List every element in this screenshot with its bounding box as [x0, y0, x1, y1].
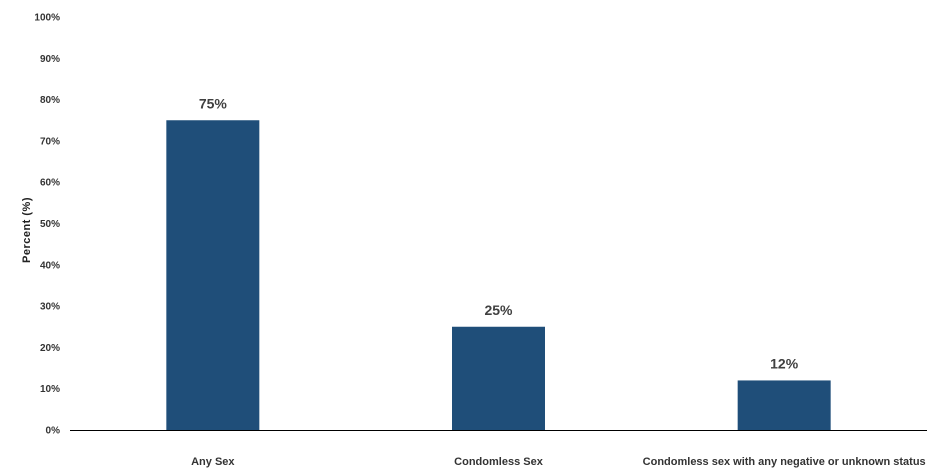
category-label: Condomless Sex	[454, 456, 544, 468]
y-axis: 0% 10% 20% 30% 40% 50% 60% 70% 80% 90% 100%	[34, 13, 60, 437]
y-tick-label: 80%	[40, 95, 60, 106]
bar	[166, 120, 260, 430]
y-axis-title: Percent (%)	[21, 197, 33, 263]
data-label: 75%	[199, 95, 228, 111]
category-label: Any Sex	[191, 456, 235, 468]
y-tick-label: 50%	[40, 219, 60, 230]
bar	[452, 326, 545, 430]
y-tick-label: 20%	[40, 343, 60, 354]
data-labels: 75% 25% 12%	[199, 95, 799, 371]
y-tick-label: 10%	[40, 384, 60, 395]
x-axis: Any Sex Condomless Sex Condomless sex with…	[191, 456, 926, 468]
y-tick-label: 100%	[34, 13, 60, 24]
bar	[737, 380, 831, 430]
y-tick-label: 30%	[40, 302, 60, 313]
y-tick-label: 60%	[40, 178, 60, 189]
data-label: 25%	[484, 302, 513, 318]
category-label: Condomless sex with any negative or unkn…	[643, 456, 926, 468]
bars	[166, 120, 831, 430]
y-tick-label: 40%	[40, 260, 60, 271]
y-tick-label: 0%	[46, 426, 61, 437]
y-tick-label: 90%	[40, 54, 60, 65]
data-label: 12%	[770, 355, 799, 371]
y-tick-label: 70%	[40, 136, 60, 147]
